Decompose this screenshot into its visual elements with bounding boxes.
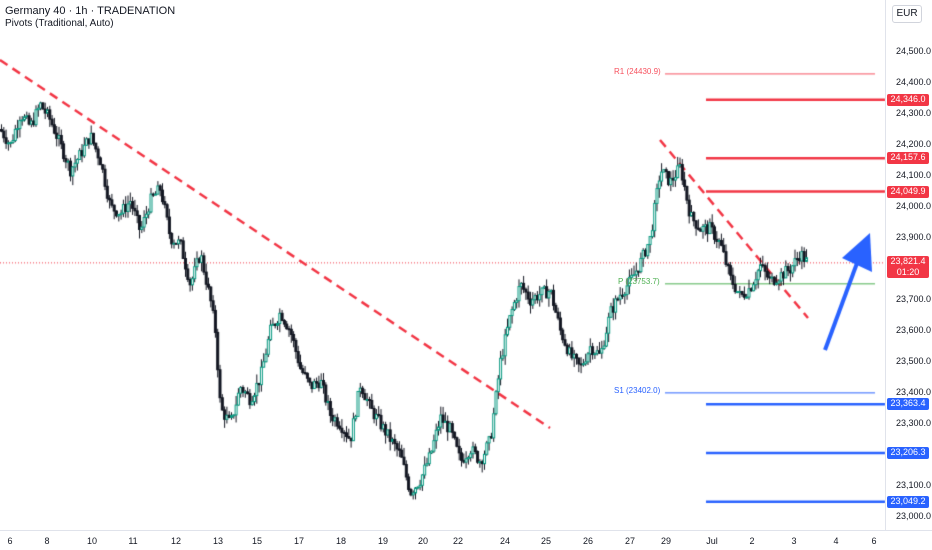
price-tag-value: 23,363.4: [890, 398, 926, 409]
time-tick-label: 13: [212, 536, 223, 546]
price-tag: 23,049.2: [887, 495, 929, 508]
pivot-label: P (23753.7): [618, 277, 660, 287]
price-tag: 23,206.3: [887, 447, 929, 460]
time-tick-label: 17: [293, 536, 304, 546]
price-tick-label: 23,600.0: [896, 325, 932, 335]
time-tick-label: 3: [791, 536, 797, 546]
time-tick-label: 8: [44, 536, 50, 546]
price-tick-label: 23,700.0: [896, 294, 932, 304]
price-tick-label: 23,000.0: [896, 511, 932, 521]
time-tick-label: 18: [335, 536, 346, 546]
time-tick-label: 22: [452, 536, 463, 546]
time-tick-label: 15: [251, 536, 262, 546]
price-tag-value: 23,206.3: [890, 447, 926, 458]
price-tag: 24,049.9: [887, 185, 929, 198]
price-tick-label: 23,500.0: [896, 356, 932, 366]
time-tick-label: 6: [871, 536, 877, 546]
time-tick-label: 19: [377, 536, 388, 546]
time-tick-label: 24: [499, 536, 510, 546]
price-tick-label: 24,300.0: [896, 108, 932, 118]
price-tag-value: 24,346.0: [890, 93, 926, 104]
price-tick-label: 24,200.0: [896, 139, 932, 149]
time-tick-label: 10: [86, 536, 97, 546]
price-tag-value: 23,821.4: [890, 256, 926, 267]
indicator-label: Pivots (Traditional, Auto): [5, 18, 114, 29]
chart-title: Germany 40 · 1h · TRADENATION: [5, 5, 176, 17]
price-axis-border: [885, 0, 886, 530]
price-tick-label: 24,400.0: [896, 77, 932, 87]
time-tick-label: 2: [749, 536, 755, 546]
currency-button[interactable]: EUR: [892, 5, 922, 23]
price-tag: 24,157.6: [887, 152, 929, 165]
price-tick-label: 24,500.0: [896, 46, 932, 56]
price-tick-label: 23,100.0: [896, 480, 932, 490]
time-axis-border: [0, 530, 932, 531]
price-tick-label: 23,900.0: [896, 232, 932, 242]
time-tick-label: 6: [7, 536, 13, 546]
time-tick-label: 27: [624, 536, 635, 546]
price-tick-label: 24,100.0: [896, 170, 932, 180]
price-tick-label: 23,400.0: [896, 387, 932, 397]
time-tick-label: 20: [417, 536, 428, 546]
price-tick-label: 23,300.0: [896, 418, 932, 428]
price-tag-value: 24,157.6: [890, 152, 926, 163]
price-tick-label: 24,000.0: [896, 201, 932, 211]
price-tag: 24,346.0: [887, 93, 929, 106]
time-tick-label: Jul: [706, 536, 718, 546]
price-tag: 23,363.4: [887, 398, 929, 411]
price-tag-value: 24,049.9: [890, 185, 926, 196]
time-tick-label: 12: [170, 536, 181, 546]
time-tick-label: 4: [833, 536, 839, 546]
time-tick-label: 11: [128, 536, 138, 546]
time-tick-label: 29: [660, 536, 671, 546]
pivot-label: S1 (23402.0): [614, 386, 661, 396]
price-tag: 23,821.4 01:20: [887, 256, 929, 279]
pivot-label: R1 (24430.9): [614, 67, 661, 77]
price-tag-value: 23,049.2: [890, 495, 926, 506]
time-tick-label: 25: [540, 536, 551, 546]
countdown-timer: 01:20: [896, 267, 920, 278]
time-tick-label: 26: [582, 536, 593, 546]
